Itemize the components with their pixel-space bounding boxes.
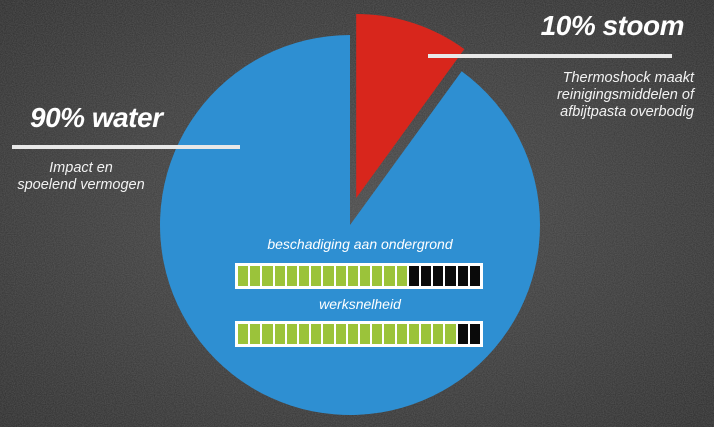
meter-cell bbox=[396, 266, 407, 286]
meter-cell bbox=[311, 324, 322, 344]
stoom-desc-line: Thermoshock maakt bbox=[562, 70, 694, 86]
meter-cell bbox=[250, 324, 261, 344]
water-desc-line: spoelend vermogen bbox=[17, 177, 145, 193]
meter-cell bbox=[408, 266, 420, 286]
meter-cell bbox=[445, 324, 456, 344]
meter-cell bbox=[274, 324, 285, 344]
meter-cells bbox=[238, 324, 481, 344]
stoom-title: 10% stoom bbox=[540, 10, 685, 41]
meter-damage bbox=[235, 263, 483, 289]
meter-cell bbox=[396, 324, 407, 344]
meter-cell bbox=[433, 266, 444, 286]
meter-cell bbox=[286, 266, 298, 286]
meter-cell bbox=[347, 324, 359, 344]
meter-cell bbox=[274, 266, 285, 286]
meter-cell bbox=[347, 266, 359, 286]
stoom-rule bbox=[428, 54, 672, 58]
meter-cell bbox=[238, 324, 249, 344]
meter-cell bbox=[323, 324, 334, 344]
stoom-desc-line: afbijtpasta overbodig bbox=[560, 104, 694, 120]
meter-cell bbox=[469, 266, 481, 286]
meter-speed bbox=[235, 321, 483, 347]
meter-cell bbox=[469, 324, 481, 344]
meter-cell bbox=[372, 324, 383, 344]
meter-cell bbox=[262, 324, 273, 344]
meter-cell bbox=[384, 266, 395, 286]
stoom-description: Thermoshock maakt reinigingsmiddelen of … bbox=[557, 70, 694, 121]
meter-cell bbox=[250, 266, 261, 286]
meter-cell bbox=[384, 324, 395, 344]
meter-cell bbox=[286, 324, 298, 344]
meter-cell bbox=[433, 324, 444, 344]
meter-cell bbox=[299, 266, 310, 286]
pie-slice-water bbox=[160, 35, 541, 415]
meter-cell bbox=[335, 266, 346, 286]
water-description: Impact en spoelend vermogen bbox=[6, 160, 156, 194]
meter-cell bbox=[360, 266, 371, 286]
meter-cell bbox=[335, 324, 346, 344]
meter-cell bbox=[311, 266, 322, 286]
meter-label-speed: werksnelheid bbox=[319, 296, 401, 312]
meter-cell bbox=[408, 324, 420, 344]
meter-cell bbox=[421, 324, 432, 344]
meter-label-damage: beschadiging aan ondergrond bbox=[267, 236, 453, 252]
meter-cell bbox=[457, 324, 468, 344]
meter-cells bbox=[238, 266, 481, 286]
meter-cell bbox=[323, 266, 334, 286]
meter-cell bbox=[299, 324, 310, 344]
meter-cell bbox=[457, 266, 468, 286]
pie-slice-stoom bbox=[356, 13, 465, 198]
meter-cell bbox=[262, 266, 273, 286]
meter-cell bbox=[445, 266, 456, 286]
water-desc-line: Impact en bbox=[49, 160, 113, 176]
meter-cell bbox=[372, 266, 383, 286]
water-rule bbox=[12, 145, 240, 149]
water-title: 90% water bbox=[30, 102, 163, 133]
stoom-desc-line: reinigingsmiddelen of bbox=[556, 87, 694, 103]
meter-cell bbox=[421, 266, 432, 286]
meter-cell bbox=[238, 266, 249, 286]
meter-cell bbox=[360, 324, 371, 344]
